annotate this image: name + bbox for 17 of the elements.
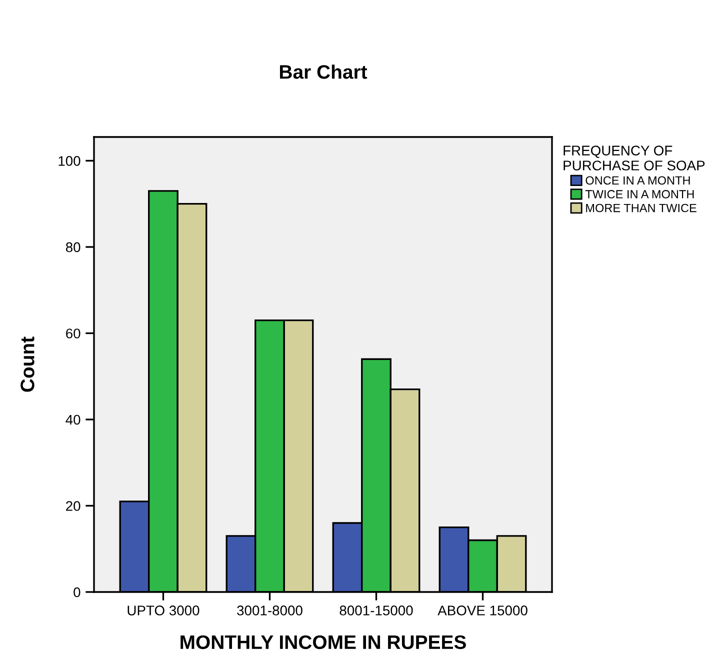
y-tick-label: 60 [66, 328, 80, 338]
legend-label: MORE THAN TWICE [586, 204, 696, 212]
y-axis-title: Count [20, 336, 34, 392]
y-tick-label: 40 [66, 414, 80, 425]
x-axis-title: MONTHLY INCOME IN RUPEES [180, 635, 466, 650]
x-tick-label: UPTO 3000 [128, 606, 200, 616]
x-tick-label: 3001-8000 [237, 606, 302, 616]
y-tick-label: 0 [74, 587, 80, 598]
x-tick-label: ABOVE 15000 [438, 606, 528, 616]
legend-label: TWICE IN A MONTH [585, 190, 694, 198]
legend-label: ONCE IN A MONTH [586, 176, 690, 185]
chart-title: Bar Chart [280, 64, 368, 79]
y-tick-label: 80 [66, 242, 80, 252]
y-tick-label: 20 [66, 501, 80, 511]
legend-title: FREQUENCY OF PURCHASE OF SOAP [564, 146, 705, 170]
y-tick-label: 100 [58, 156, 80, 166]
x-tick-label: 8001-15000 [340, 606, 413, 616]
